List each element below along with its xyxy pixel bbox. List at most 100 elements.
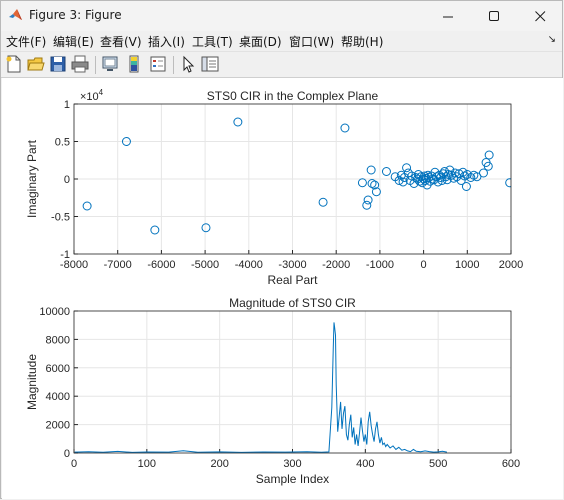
scatter-point [82, 201, 92, 211]
scatter-point [340, 123, 350, 133]
y-tick-label: 0 [64, 448, 70, 460]
y-tick-label: 8000 [46, 334, 70, 346]
x-tick-label: -6000 [147, 259, 175, 271]
scatter-point [381, 167, 391, 176]
close-icon [534, 10, 545, 21]
menu-bar: 文件(F) 编辑(E) 查看(V) 插入(I) 工具(T) 桌面(D) 窗口(W… [1, 31, 562, 51]
y-tick-label: -0.5 [51, 212, 70, 224]
scatter-point [483, 161, 493, 171]
x-tick-label: 2000 [499, 259, 523, 271]
x-tick-label: -1000 [366, 259, 394, 271]
x-tick-label: 0 [421, 259, 427, 271]
scatter-point [201, 223, 211, 233]
series-group [74, 322, 447, 453]
scatter-point [445, 165, 455, 175]
open-file-icon[interactable] [27, 55, 45, 73]
series-group [82, 117, 511, 235]
close-button[interactable] [517, 1, 563, 31]
figure-plots: -8000 -7000 -6000 -5000 -4000 -3000 -2000 -1000… [25, 88, 523, 486]
matlab-logo-icon [9, 9, 22, 20]
insert-colorbar-icon[interactable] [125, 55, 143, 73]
y-tick-label: 2000 [46, 420, 70, 432]
minimize-button[interactable] [425, 1, 471, 31]
print-icon[interactable] [71, 55, 89, 73]
figure-toolbar [1, 51, 562, 78]
scatter-point [478, 168, 488, 178]
scatter-point [461, 182, 471, 191]
y-tick-label: -1 [60, 249, 70, 261]
menu-tools[interactable]: 工具(T) [192, 35, 233, 49]
y-axis-exponent-power: 4 [99, 88, 104, 97]
scatter-point [233, 117, 243, 127]
x-tick-label: 0 [71, 458, 77, 470]
menu-file[interactable]: 文件(F) [6, 35, 47, 49]
menu-desktop[interactable]: 桌面(D) [239, 35, 282, 49]
figure-canvas[interactable]: -8000 -7000 -6000 -5000 -4000 -3000 -2000 -1000… [2, 78, 563, 499]
new-figure-icon[interactable] [5, 55, 23, 73]
scatter-point [484, 150, 494, 160]
scatter-point [460, 171, 470, 181]
x-tick-label: 400 [356, 458, 374, 470]
chart-2 [73, 310, 512, 454]
scatter-point [505, 178, 511, 188]
maximize-button[interactable] [471, 1, 517, 31]
scatter-point [366, 165, 376, 175]
x-tick-label: -5000 [191, 259, 219, 271]
x-axis-label: Sample Index [256, 472, 329, 486]
maximize-icon [488, 10, 499, 21]
x-tick-label: -4000 [235, 259, 263, 271]
link-plot-icon[interactable] [101, 55, 119, 73]
title-bar: Figure 3: Figure [1, 1, 562, 31]
window-title: Figure 3: Figure [29, 8, 122, 22]
insert-legend-icon[interactable] [149, 55, 167, 73]
y-tick-label: 0 [64, 174, 70, 186]
y-tick-label: 0.5 [55, 137, 70, 149]
save-icon[interactable] [49, 55, 67, 73]
y-tick-label: 4000 [46, 391, 70, 403]
x-tick-label: 600 [502, 458, 520, 470]
menu-insert[interactable]: 插入(I) [148, 35, 185, 49]
scatter-point [433, 177, 443, 187]
axes-box [73, 310, 512, 454]
x-tick-label: 300 [283, 458, 301, 470]
y-tick-label: 6000 [46, 363, 70, 375]
x-tick-label: 100 [138, 458, 156, 470]
scatter-point [357, 178, 367, 188]
scatter-point [394, 176, 404, 185]
x-tick-label: 500 [429, 458, 447, 470]
property-inspector-icon[interactable] [201, 55, 219, 73]
y-axis-label: Magnitude [25, 354, 39, 410]
x-tick-label: -3000 [278, 259, 306, 271]
scatter-point [472, 172, 482, 182]
menu-window[interactable]: 窗口(W) [289, 35, 335, 49]
x-tick-label: -8000 [60, 259, 88, 271]
x-tick-label: 200 [210, 458, 228, 470]
menu-view[interactable]: 查看(V) [100, 35, 142, 49]
edit-plot-icon[interactable] [179, 55, 197, 73]
x-tick-label: -7000 [104, 259, 132, 271]
scatter-point [362, 200, 372, 210]
scatter-point [398, 177, 408, 187]
chart-1 [73, 103, 512, 255]
chart-title: STS0 CIR in the Complex Plane [207, 89, 379, 103]
toolbar-separator [95, 56, 96, 74]
menu-dock-arrow-icon[interactable]: ↘ [547, 34, 556, 45]
scatter-point [402, 163, 412, 173]
chart-title: Magnitude of STS0 CIR [229, 296, 356, 310]
scatter-point [150, 225, 160, 235]
scatter-point [419, 171, 429, 181]
axes-box [73, 103, 512, 255]
menu-edit[interactable]: 编辑(E) [53, 35, 94, 49]
y-tick-label: 10000 [39, 306, 70, 318]
x-axis-label: Real Part [267, 273, 318, 287]
y-axis-label: Imaginary Part [25, 139, 39, 218]
scatter-point [370, 180, 380, 190]
scatter-point [363, 195, 373, 205]
x-tick-label: -2000 [322, 259, 350, 271]
toolbar-separator [173, 56, 174, 74]
scatter-point [121, 137, 131, 146]
menu-help[interactable]: 帮助(H) [341, 35, 384, 49]
scatter-point [371, 187, 381, 197]
y-axis-exponent: ×104 [80, 88, 104, 103]
